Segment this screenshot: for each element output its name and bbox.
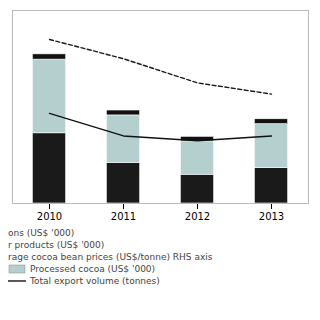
html-text:ons (US$ '000): ons (US$ '000) [8, 228, 75, 238]
html-text:r products (US$ '000): r products (US$ '000) [8, 240, 105, 250]
html-text:Processed cocoa (US$ '000): Processed cocoa (US$ '000) [30, 264, 156, 274]
svg-text:2011: 2011 [111, 211, 136, 222]
svg-text:2013: 2013 [259, 211, 284, 222]
svg-text:2010: 2010 [37, 211, 62, 222]
html-text:rage cocoa bean prices (US$/to: rage cocoa bean prices (US$/tonne) RHS a… [8, 252, 213, 262]
svg-text:2012: 2012 [185, 211, 210, 222]
html-text:Total export volume (tonnes): Total export volume (tonnes) [30, 276, 160, 286]
